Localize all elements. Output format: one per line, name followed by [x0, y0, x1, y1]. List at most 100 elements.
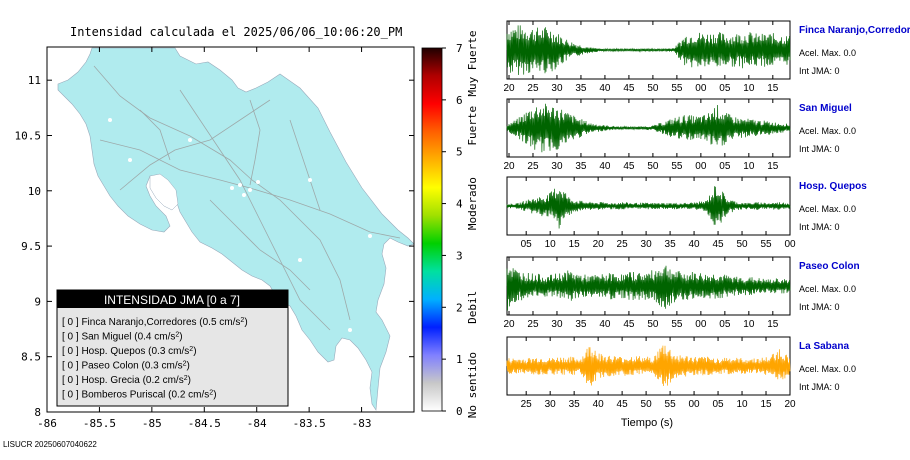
map-y-tick-label: 9.5: [21, 240, 41, 253]
map-x-tick-label: -83.5: [293, 417, 326, 430]
colorbar-tick-label: 1: [456, 353, 463, 366]
station-name: Finca Naranjo,Corredores: [799, 25, 910, 36]
time-tick-label: 35: [569, 399, 581, 410]
legend-intensity: [ 0 ]: [62, 361, 81, 372]
legend-close: ): [179, 332, 182, 343]
time-tick-label: 05: [521, 239, 533, 250]
station-name: San Miguel: [799, 103, 852, 114]
waveform-trace: [506, 345, 791, 387]
legend-intensity: [ 0 ]: [62, 346, 81, 357]
intensity-legend: INTENSIDAD JMA [0 a 7] [ 0 ] Finca Naran…: [56, 289, 289, 407]
legend-box: [56, 289, 289, 407]
time-tick-label: 20: [503, 161, 515, 172]
map-x-tick-label: -86: [37, 417, 57, 430]
legend-close: ): [188, 375, 191, 386]
colorbar-category-label: Debil: [466, 291, 479, 324]
time-tick-label: 20: [784, 399, 796, 410]
time-tick-label: 35: [575, 319, 587, 330]
waveform-trace: [506, 265, 791, 311]
time-tick-label: 45: [623, 319, 635, 330]
time-tick-label: 35: [575, 161, 587, 172]
time-tick-label: 30: [551, 83, 563, 94]
time-tick-label: 00: [695, 161, 707, 172]
int-jma-label: Int JMA: 0: [799, 382, 840, 392]
map-x-axis: -86 -85.5 -85 -84.5 -84 -83.5 -83: [37, 47, 372, 430]
nicoya-gulf: [149, 173, 179, 211]
time-tick-label: 10: [743, 319, 755, 330]
legend-station-name: Hosp. Grecia (0.2 cm/s: [81, 375, 183, 386]
time-tick-label: 30: [551, 161, 563, 172]
time-tick-label: 40: [599, 319, 611, 330]
legend-unit-sup: 2: [184, 375, 188, 382]
waveform-trace: [506, 25, 791, 76]
time-tick-label: 05: [712, 399, 724, 410]
acel-max-label: Acel. Max. 0.0: [799, 364, 856, 374]
intensity-colorbar: 0 1 2 3 4 5 6 7 No sentido Debil Moderado Fuerte Mu…: [421, 30, 479, 418]
legend-station-name: Paseo Colon (0.3 cm/s: [81, 361, 182, 372]
map-y-tick-label: 8: [34, 406, 41, 419]
time-tick-label: 15: [767, 161, 779, 172]
time-tick-label: 55: [671, 161, 683, 172]
acel-max-label: Acel. Max. 0.0: [799, 204, 856, 214]
colorbar-tick-label: 2: [456, 301, 463, 314]
time-tick-label: 45: [712, 239, 724, 250]
colorbar-tick-label: 7: [456, 42, 463, 55]
colorbar-category-label: No sentido: [466, 352, 479, 418]
colorbar-category-label: Muy Fuerte: [466, 30, 479, 96]
int-jma-label: Int JMA: 0: [799, 302, 840, 312]
footer-label: LISUCR 20250607040622: [3, 440, 97, 449]
map-x-tick-label: -84: [247, 417, 267, 430]
waveform-panel: 20 25 30 35 40 45 50 55 00 05 10 15 Paseo Colon Acel.…: [503, 256, 860, 330]
time-tick-label: 50: [647, 161, 659, 172]
time-tick-label: 00: [695, 319, 707, 330]
time-tick-label: 05: [719, 319, 731, 330]
time-tick-label: 30: [641, 239, 653, 250]
time-tick-label: 20: [593, 239, 605, 250]
time-tick-label: 15: [767, 319, 779, 330]
int-jma-label: Int JMA: 0: [799, 66, 840, 76]
time-tick-label: 00: [689, 399, 701, 410]
legend-unit-sup: 2: [240, 317, 244, 324]
legend-unit-sup: 2: [175, 331, 179, 338]
time-tick-label: 35: [575, 83, 587, 94]
time-tick-label: 35: [665, 239, 677, 250]
waveform-trace: [506, 186, 791, 229]
time-tick-label: 40: [599, 83, 611, 94]
time-tick-label: 40: [593, 399, 605, 410]
legend-station-row: [ 0 ] Bomberos Puriscal (0.2 cm/s2): [62, 389, 217, 401]
time-tick-label: 45: [623, 83, 635, 94]
legend-close: ): [187, 361, 190, 372]
map-y-axis: 11 10.5 10 9.5 9 8.5 8: [15, 74, 414, 419]
legend-unit-sup: 2: [209, 389, 213, 396]
time-tick-label: 55: [671, 319, 683, 330]
waveform-trace: [506, 103, 791, 153]
legend-station-name: San Miguel (0.4 cm/s: [81, 332, 175, 343]
legend-header: INTENSIDAD JMA [0 a 7]: [104, 293, 240, 307]
legend-station-name: Finca Naranjo,Corredores (0.5 cm/s: [81, 317, 240, 328]
time-tick-label: 25: [617, 239, 629, 250]
time-tick-label: 25: [527, 161, 539, 172]
waveform-panel: 25 30 35 40 45 50 55 00 05 10 15 20 La Sabana Acel. M…: [506, 336, 856, 410]
time-tick-label: 00: [784, 239, 796, 250]
map-y-tick-label: 9: [34, 295, 41, 308]
time-tick-label: 25: [527, 319, 539, 330]
legend-close: ): [213, 390, 216, 401]
colorbar-tick-label: 3: [456, 249, 463, 262]
legend-station-row: [ 0 ] Hosp. Quepos (0.3 cm/s2): [62, 346, 197, 358]
time-tick-label: 55: [671, 83, 683, 94]
legend-unit-sup: 2: [189, 346, 193, 353]
colorbar-gradient: [421, 47, 443, 412]
time-tick-label: 15: [760, 399, 772, 410]
colorbar-tick-label: 5: [456, 146, 463, 159]
legend-close: ): [193, 346, 196, 357]
time-tick-label: 45: [623, 161, 635, 172]
colorbar-tick-label: 4: [456, 198, 463, 211]
int-jma-label: Int JMA: 0: [799, 222, 840, 232]
time-tick-label: 50: [641, 399, 653, 410]
waveform-panel: 20 25 30 35 40 45 50 55 00 05 10 15 Finca Naranjo,Co…: [503, 20, 910, 94]
time-tick-label: 10: [736, 399, 748, 410]
time-tick-label: 20: [503, 319, 515, 330]
station-name: Hosp. Quepos: [799, 181, 867, 192]
station-name: La Sabana: [799, 341, 849, 352]
time-tick-label: 15: [569, 239, 581, 250]
